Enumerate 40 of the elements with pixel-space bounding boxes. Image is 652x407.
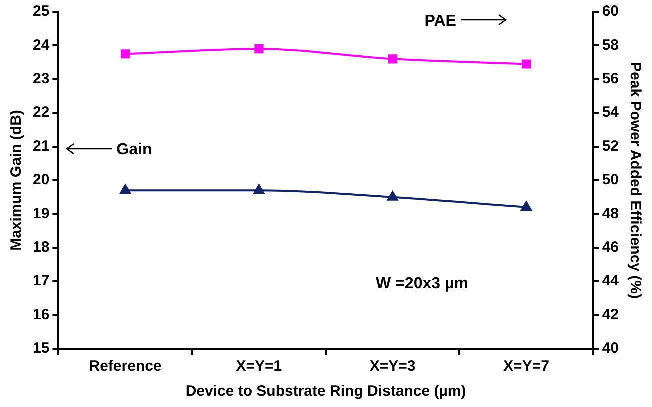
x-tick-label: X=Y=7 <box>504 358 550 376</box>
y2-tick-label: 50 <box>602 172 620 189</box>
point <box>120 50 130 59</box>
x-tick-label: Reference <box>89 358 162 376</box>
y-tick-label: 18 <box>32 239 50 256</box>
y-tick-label: 15 <box>32 340 50 358</box>
x-tick-label: X=Y=3 <box>370 358 416 376</box>
y2-tick-label: 60 <box>602 3 620 20</box>
y2-tick-label: 48 <box>602 205 620 222</box>
point <box>254 184 264 194</box>
y-axis-title: Maximum Gain (dB) <box>8 110 26 251</box>
y-tick-label: 23 <box>32 70 50 88</box>
series-label: Gain <box>116 142 152 159</box>
point <box>120 184 131 194</box>
y2-tick-label: 58 <box>602 36 620 54</box>
point <box>521 201 532 211</box>
y-tick-label: 21 <box>32 138 50 155</box>
y2-tick-label: 46 <box>602 239 620 256</box>
y2-tick-label: 44 <box>602 272 620 290</box>
point <box>388 54 398 64</box>
y2-tick-label: 52 <box>602 138 620 155</box>
y-tick-label: 22 <box>32 104 50 122</box>
x-tick-label: X=Y=1 <box>236 358 282 376</box>
y2-tick-label: 40 <box>602 340 620 358</box>
y2-tick-label: 54 <box>602 104 620 122</box>
point <box>522 60 532 69</box>
annotation: W =20x3 µm <box>376 275 468 292</box>
point <box>254 44 264 54</box>
point <box>388 191 398 201</box>
y2-axis-title: Peak Power Added Efficiency (%) <box>626 62 644 300</box>
y-tick-label: 20 <box>32 172 50 189</box>
series-label: PAE <box>424 13 457 30</box>
y2-tick-label: 56 <box>602 70 620 88</box>
y-tick-label: 19 <box>32 205 50 222</box>
y-tick-label: 17 <box>32 272 50 290</box>
y-tick-label: 25 <box>32 3 50 20</box>
x-axis-title: Device to Substrate Ring Distance (µm) <box>186 383 466 400</box>
y-tick-label: 16 <box>32 306 50 324</box>
y-tick-label: 24 <box>32 36 50 54</box>
y2-tick-label: 42 <box>602 306 620 324</box>
